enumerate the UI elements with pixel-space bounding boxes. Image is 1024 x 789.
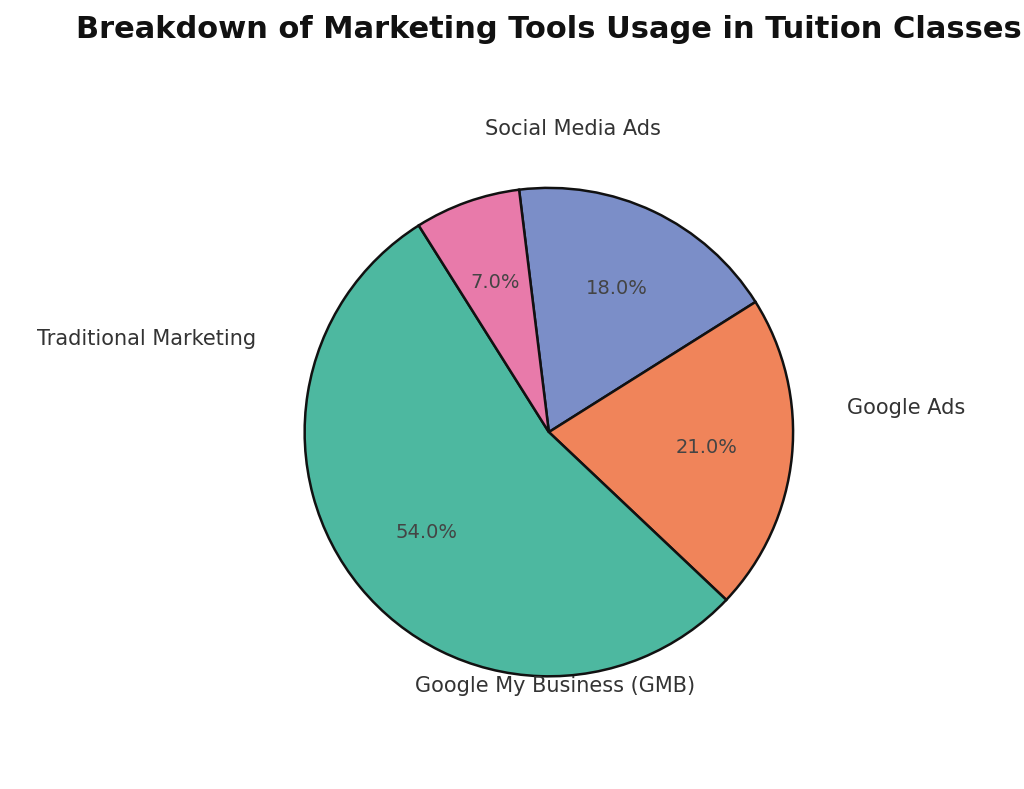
Text: Traditional Marketing: Traditional Marketing [37,329,256,350]
Text: Google My Business (GMB): Google My Business (GMB) [415,676,694,697]
Title: Breakdown of Marketing Tools Usage in Tuition Classes: Breakdown of Marketing Tools Usage in Tu… [76,15,1022,44]
Text: 7.0%: 7.0% [471,273,520,292]
Wedge shape [419,189,549,432]
Wedge shape [549,302,793,600]
Wedge shape [519,188,756,432]
Text: 54.0%: 54.0% [395,523,457,542]
Text: 18.0%: 18.0% [586,279,648,298]
Text: Social Media Ads: Social Media Ads [485,119,662,139]
Text: Google Ads: Google Ads [847,398,965,417]
Text: 21.0%: 21.0% [676,438,737,457]
Wedge shape [305,226,726,676]
